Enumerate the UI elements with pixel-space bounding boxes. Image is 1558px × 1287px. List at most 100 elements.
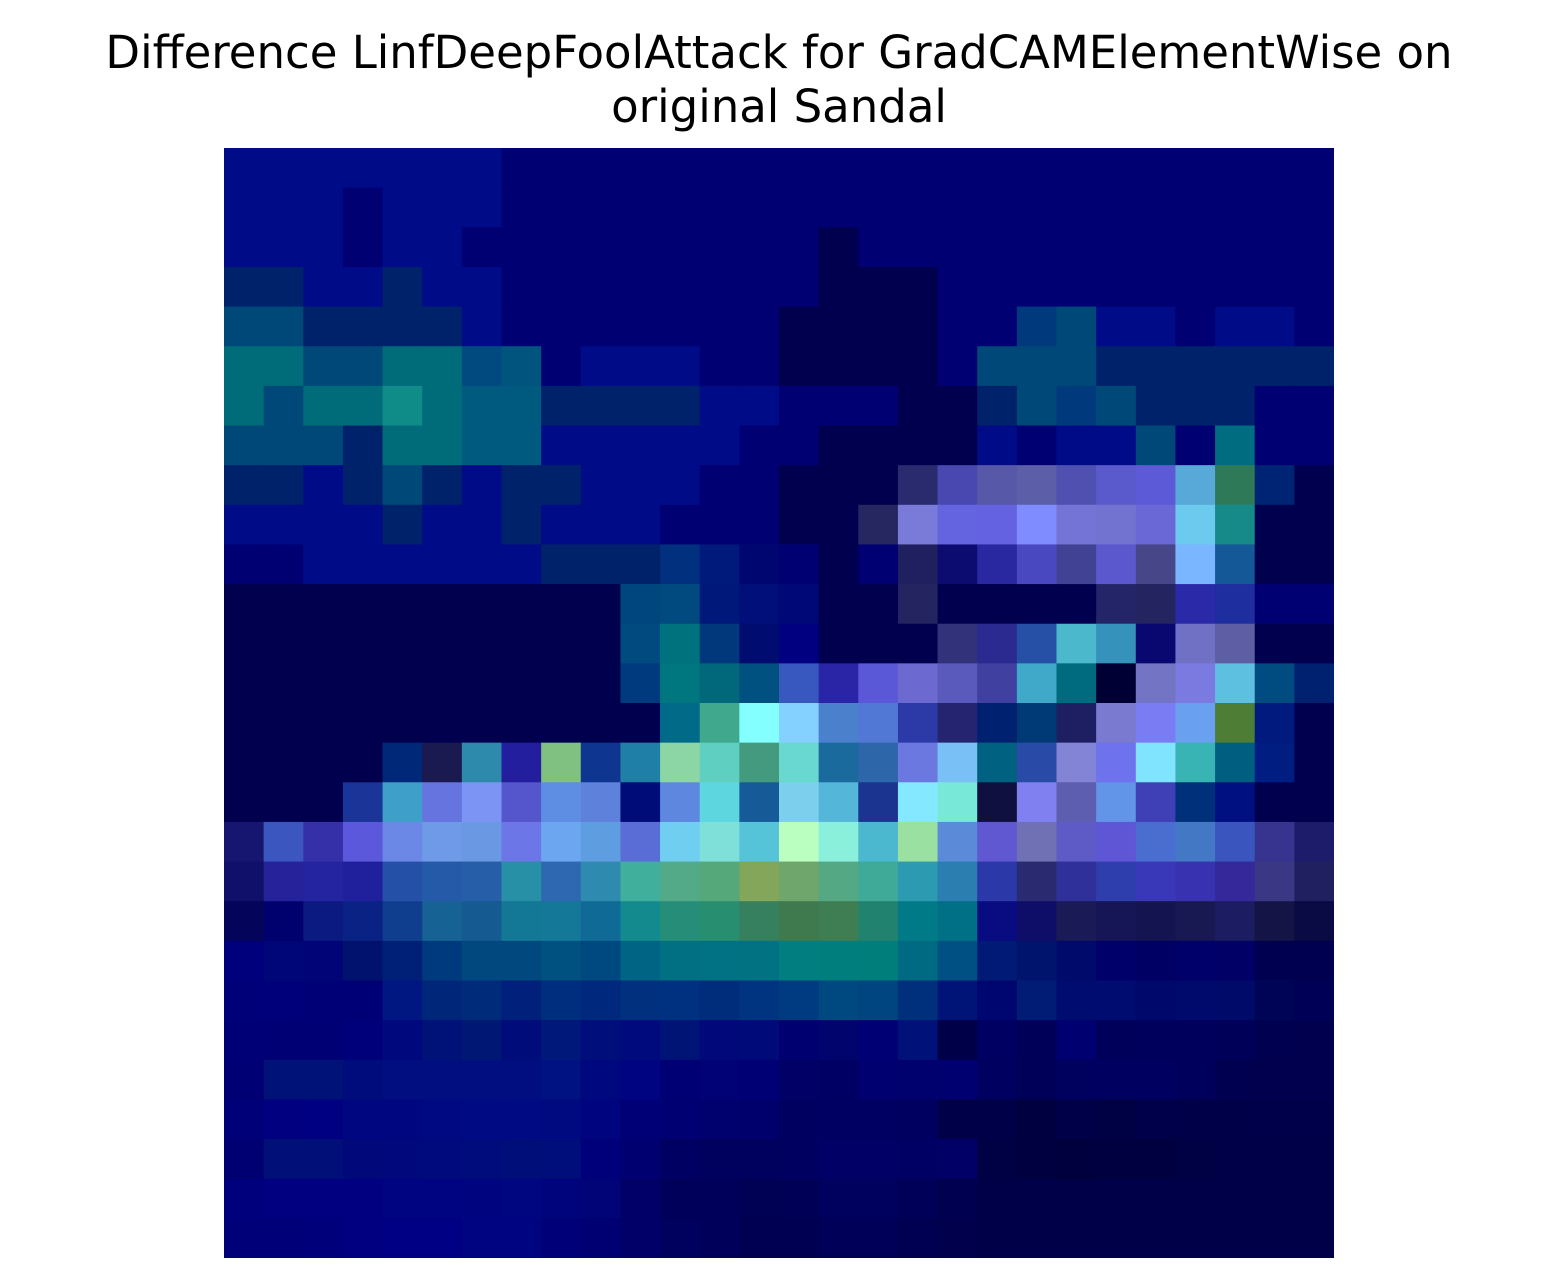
heatmap-cell <box>422 425 463 466</box>
heatmap-cell <box>1294 544 1334 585</box>
heatmap-cell <box>1016 227 1058 268</box>
heatmap-cell <box>620 1059 661 1101</box>
heatmap-cell <box>897 504 939 546</box>
heatmap-cell <box>739 1020 780 1061</box>
heatmap-cell <box>1016 703 1058 744</box>
heatmap-cell <box>620 940 661 982</box>
heatmap-cell <box>1175 1218 1216 1258</box>
heatmap-cell <box>937 703 978 744</box>
heatmap-cell <box>897 782 939 823</box>
heatmap-cell <box>818 584 859 625</box>
heatmap-cell <box>1254 782 1295 823</box>
heatmap-cell <box>1175 861 1216 902</box>
heatmap-cell <box>461 425 503 466</box>
heatmap-cell <box>382 227 423 268</box>
heatmap-cell <box>779 1139 820 1180</box>
heatmap-cell <box>1215 1139 1256 1180</box>
heatmap-cell <box>1254 425 1295 466</box>
heatmap-cell <box>977 821 1018 863</box>
heatmap-cell <box>303 187 344 228</box>
heatmap-cell <box>937 584 978 625</box>
heatmap-cell <box>461 703 503 744</box>
heatmap-cell <box>1135 1139 1177 1180</box>
heatmap-cell <box>897 940 939 982</box>
heatmap-cell <box>660 504 701 546</box>
heatmap-cell <box>897 742 939 783</box>
heatmap-cell <box>660 544 701 585</box>
heatmap-cell <box>1294 1218 1334 1258</box>
heatmap-cell <box>818 980 859 1021</box>
heatmap-cell <box>382 1059 423 1101</box>
heatmap-cell <box>422 306 463 347</box>
heatmap-cell <box>422 266 463 308</box>
heatmap-cell <box>739 306 780 347</box>
heatmap-cell <box>224 465 265 506</box>
heatmap-cell <box>858 861 899 902</box>
heatmap-cell <box>1016 544 1058 585</box>
heatmap-cell <box>779 544 820 585</box>
heatmap-cell <box>382 861 423 902</box>
heatmap-cell <box>937 1099 978 1140</box>
heatmap-cell <box>1175 504 1216 546</box>
heatmap-cell <box>342 623 384 664</box>
heatmap-cell <box>263 703 304 744</box>
heatmap-cell <box>1096 1059 1137 1101</box>
heatmap-cell <box>224 1059 265 1101</box>
heatmap-cell <box>660 306 701 347</box>
heatmap-cell <box>224 861 265 902</box>
heatmap-cell <box>699 703 740 744</box>
heatmap-cell <box>580 227 622 268</box>
heatmap-cell <box>1175 1178 1216 1219</box>
heatmap-cell <box>263 346 304 387</box>
heatmap-cell <box>937 425 978 466</box>
heatmap-cell <box>1016 1218 1058 1258</box>
heatmap-cell <box>779 385 820 427</box>
heatmap-cell <box>342 1020 384 1061</box>
heatmap-cell <box>342 901 384 942</box>
heatmap-cell <box>1056 465 1097 506</box>
heatmap-cell <box>699 1020 740 1061</box>
heatmap-cell <box>818 1020 859 1061</box>
heatmap-cell <box>224 742 265 783</box>
heatmap-cell <box>501 940 542 982</box>
heatmap-cell <box>580 980 622 1021</box>
heatmap-cell <box>303 584 344 625</box>
heatmap-cell <box>501 148 542 189</box>
heatmap-cell <box>779 584 820 625</box>
heatmap-cell <box>1254 306 1295 347</box>
heatmap-cell <box>224 306 265 347</box>
heatmap-cell <box>897 1020 939 1061</box>
heatmap-cell <box>342 504 384 546</box>
heatmap-cell <box>501 425 542 466</box>
heatmap-cell <box>461 465 503 506</box>
heatmap-cell <box>779 901 820 942</box>
heatmap-cell <box>1056 821 1097 863</box>
heatmap-cell <box>818 1059 859 1101</box>
heatmap-cell <box>1215 1020 1256 1061</box>
heatmap-cell <box>818 663 859 704</box>
heatmap-cell <box>382 901 423 942</box>
heatmap-cell <box>461 1099 503 1140</box>
heatmap-cell <box>1294 425 1334 466</box>
heatmap-cell <box>1016 346 1058 387</box>
heatmap-cell <box>937 663 978 704</box>
heatmap-cell <box>461 385 503 427</box>
heatmap-cell <box>779 980 820 1021</box>
heatmap-cell <box>620 385 661 427</box>
heatmap-cell <box>303 821 344 863</box>
heatmap-cell <box>1135 306 1177 347</box>
heatmap-cell <box>303 148 344 189</box>
heatmap-cell <box>1016 821 1058 863</box>
heatmap-cell <box>897 544 939 585</box>
heatmap-cell <box>620 504 661 546</box>
heatmap-cell <box>660 1218 701 1258</box>
heatmap-cell <box>620 821 661 863</box>
heatmap-cell <box>699 584 740 625</box>
heatmap-cell <box>224 703 265 744</box>
heatmap-cell <box>897 1059 939 1101</box>
heatmap-cell <box>541 1059 582 1101</box>
heatmap-cell <box>422 623 463 664</box>
heatmap-cell <box>342 1218 384 1258</box>
heatmap-cell <box>1175 227 1216 268</box>
heatmap-cell <box>1175 1020 1216 1061</box>
